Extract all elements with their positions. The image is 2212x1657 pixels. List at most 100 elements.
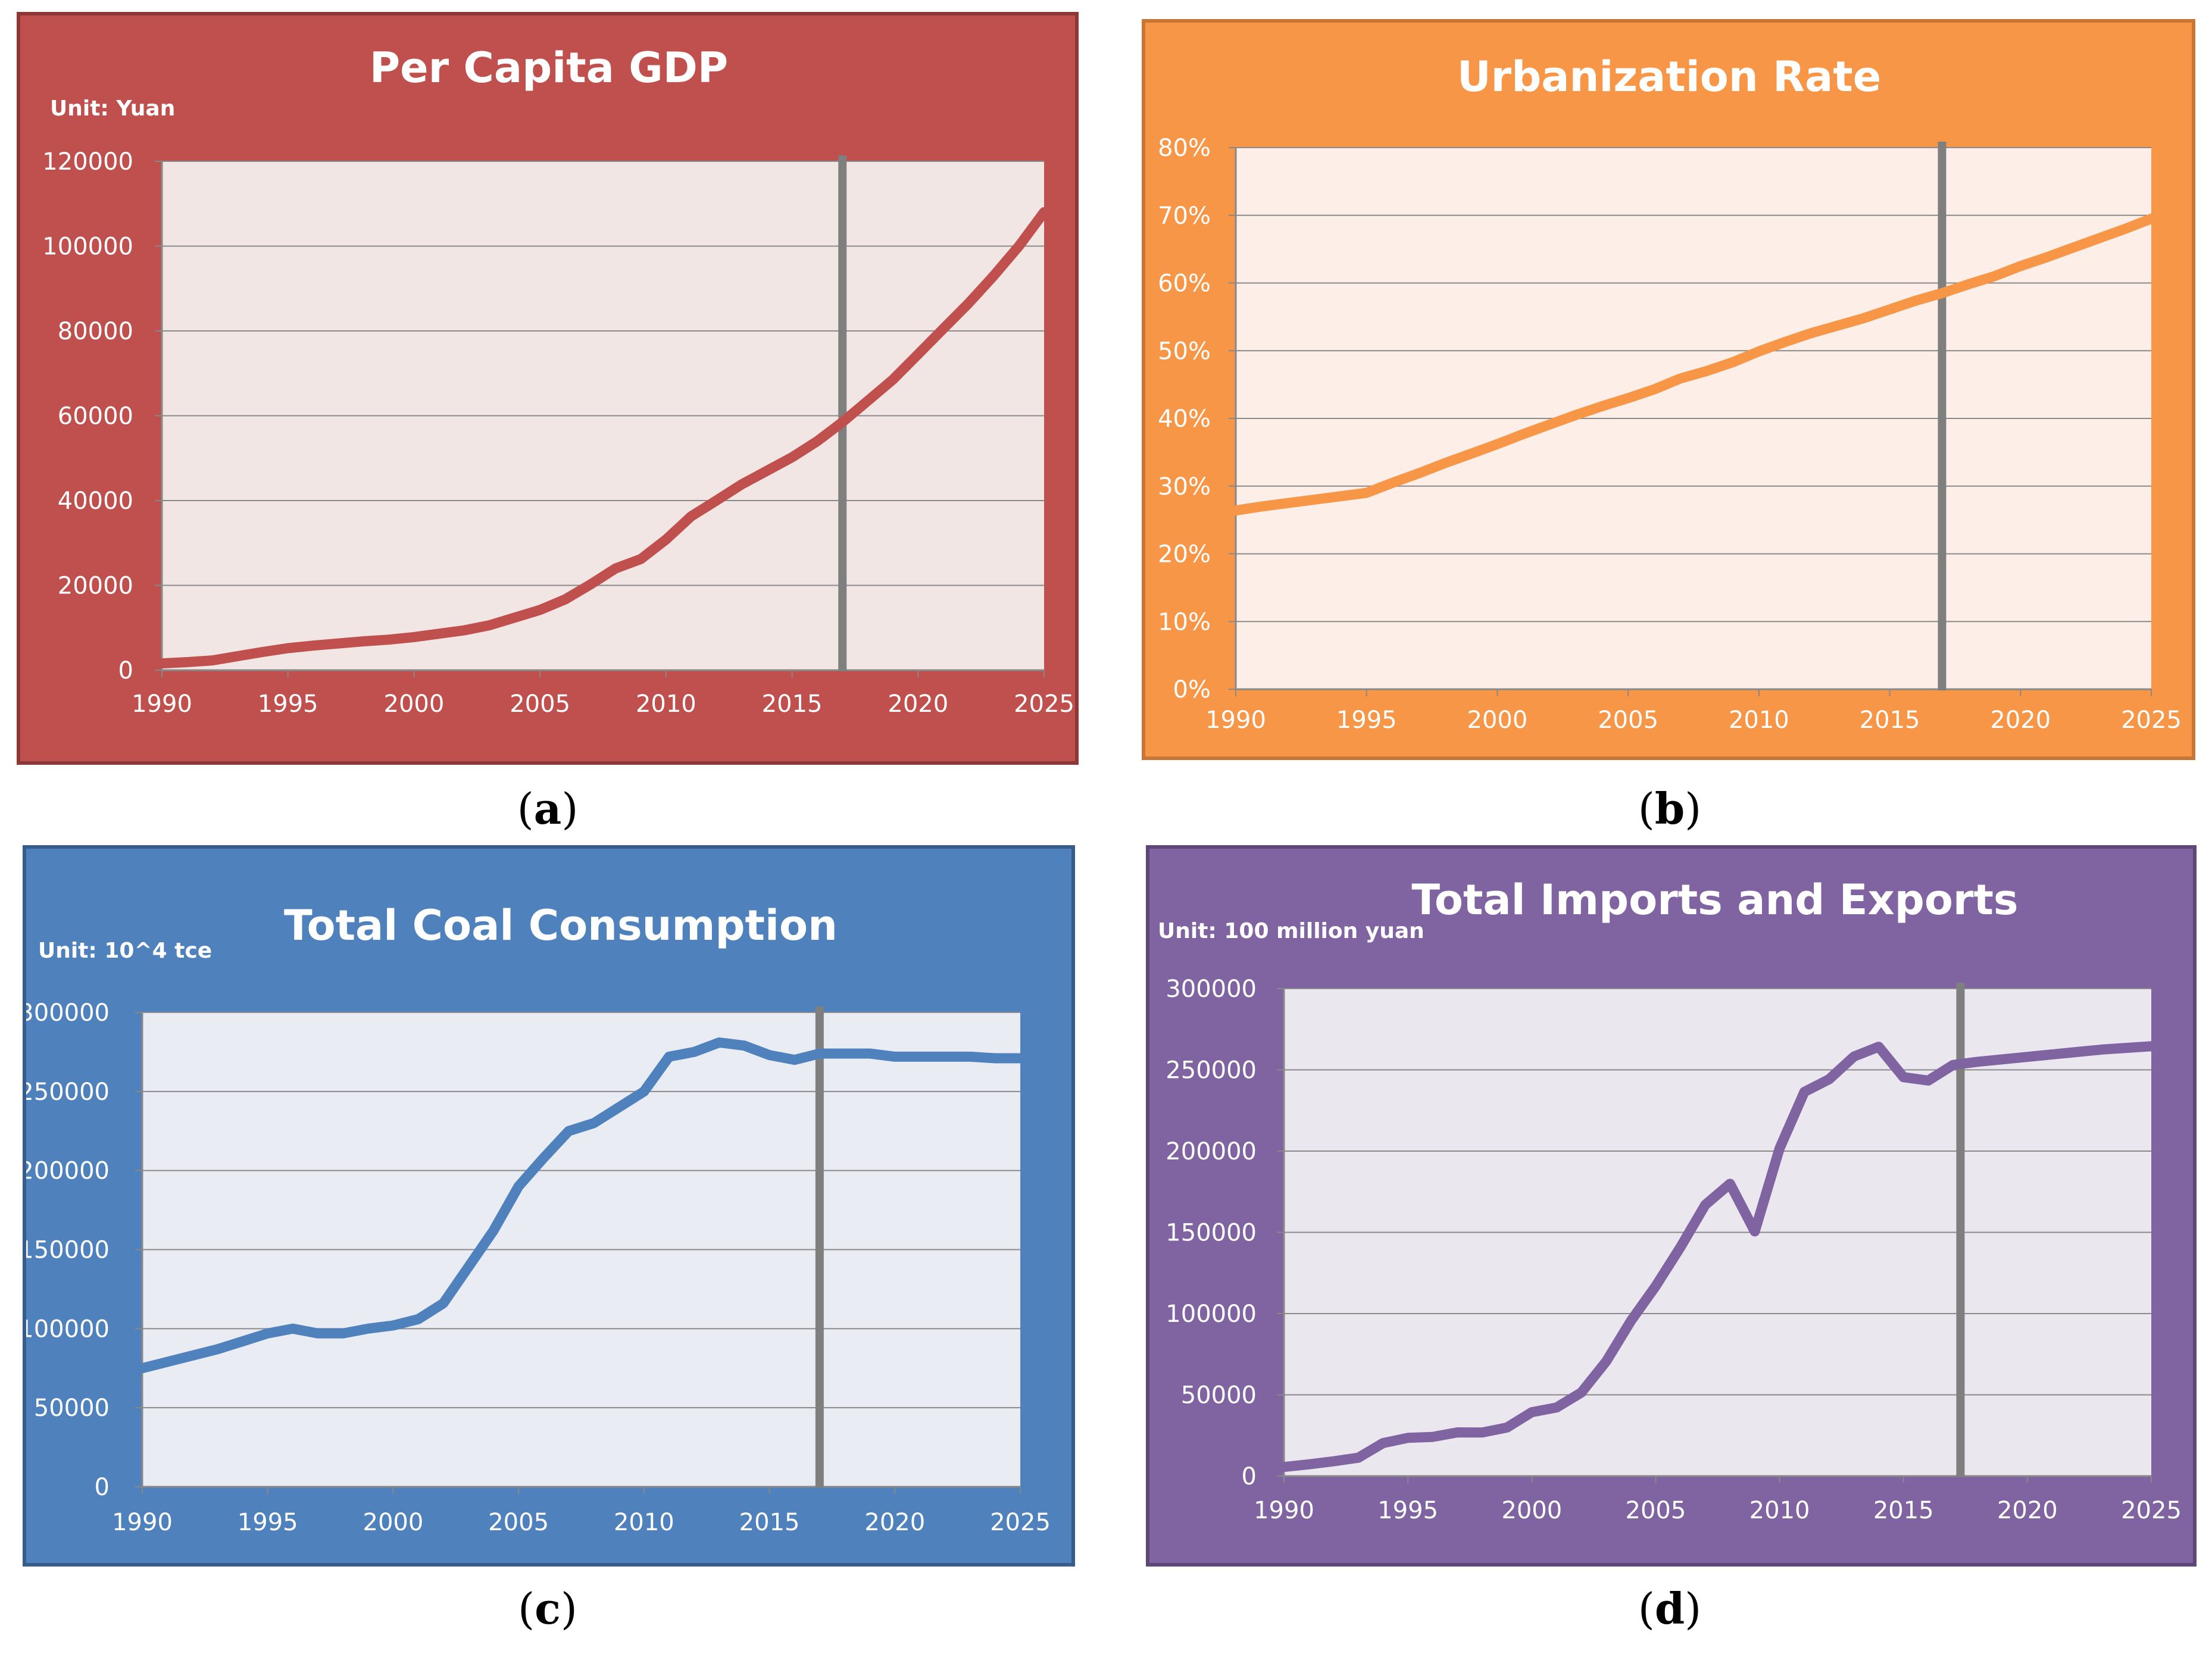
data-point	[514, 617, 515, 618]
y-tick-label: 0	[118, 657, 133, 684]
data-point	[693, 1051, 695, 1052]
panel-urbanization-rate: Urbanization Rate 0% 10% 20% 30% 40% 50% 60% 70%…	[1142, 19, 2195, 760]
data-point	[1654, 389, 1655, 390]
x-tick-label: 2000	[384, 690, 445, 718]
x-tick-label: 2005	[1626, 1497, 1686, 1524]
data-point	[2101, 1049, 2102, 1050]
data-point	[2027, 1056, 2028, 1058]
data-point	[919, 1056, 920, 1057]
data-point	[1605, 1361, 1607, 1362]
data-point	[1804, 1092, 1805, 1093]
data-point	[943, 328, 944, 329]
y-tick-label: 0%	[1173, 676, 1211, 704]
x-tick-label: 2010	[1729, 706, 1789, 734]
data-point	[1358, 1457, 1359, 1458]
x-tick-label: 2005	[510, 690, 570, 718]
data-point	[1575, 414, 1576, 415]
data-point	[2072, 247, 2073, 248]
x-tick-label: 2015	[1873, 1497, 1934, 1524]
data-point	[1785, 342, 1786, 343]
data-point	[468, 1267, 469, 1268]
y-tick-label: 100000	[26, 1315, 110, 1343]
data-point	[1758, 351, 1760, 352]
data-point	[894, 1056, 895, 1057]
x-tick-label: 1995	[1377, 1497, 1438, 1524]
y-tick-label: 30%	[1158, 473, 1211, 501]
series-line-total-imports-and-exports	[1279, 1041, 2157, 1472]
data-point	[1549, 424, 1550, 425]
data-point	[1531, 1412, 1532, 1413]
y-tick-label: 80000	[58, 318, 133, 345]
data-point	[1482, 1432, 1483, 1433]
data-point	[668, 1056, 670, 1057]
data-point	[518, 1186, 519, 1187]
data-point	[2002, 1059, 2003, 1060]
data-point	[993, 275, 994, 276]
data-point	[643, 1091, 645, 1092]
data-point	[192, 1355, 193, 1356]
data-point	[1680, 1246, 1681, 1248]
data-point	[262, 651, 263, 652]
x-tick-label: 1995	[258, 690, 318, 718]
data-point	[267, 1333, 268, 1334]
data-point	[464, 630, 465, 631]
data-point	[2151, 1046, 2152, 1047]
x-tick-label: 2005	[1598, 706, 1658, 734]
data-point	[1366, 492, 1367, 493]
data-point	[2124, 229, 2126, 230]
data-point	[1601, 406, 1602, 407]
x-tick-label: 2025	[2121, 1497, 2182, 1524]
data-point	[1837, 325, 1838, 326]
panel-total-imports-and-exports: Total Imports and Exports Unit: 100 milli…	[1146, 845, 2197, 1567]
data-point	[167, 1361, 168, 1362]
chart-per-capita-gdp: Per Capita GDP Unit: Yuan 0 20000 40000 60000…	[42, 43, 1074, 718]
data-point	[367, 1328, 368, 1329]
data-point	[161, 663, 163, 664]
data-point	[539, 609, 540, 611]
y-tick-label: 200000	[1166, 1138, 1257, 1165]
data-point	[1706, 370, 1707, 371]
data-point	[968, 303, 969, 304]
x-tick-label: 2025	[2121, 706, 2182, 734]
data-point	[2052, 1054, 2053, 1055]
data-point	[1340, 496, 1341, 497]
y-tick-label: 200000	[26, 1158, 110, 1185]
y-tick-label: 250000	[26, 1078, 110, 1106]
data-point	[1811, 333, 1812, 334]
data-point	[741, 484, 742, 485]
data-point	[794, 1059, 795, 1061]
x-tick-label: 2000	[1501, 1497, 1562, 1524]
data-point	[842, 421, 843, 423]
data-point	[666, 539, 667, 540]
x-tick-label: 2025	[990, 1509, 1051, 1536]
unit-label: Unit: 10^4 tce	[38, 939, 212, 963]
data-point	[242, 1341, 243, 1342]
x-tick-label: 2015	[762, 690, 823, 718]
data-point	[743, 1045, 745, 1046]
data-point	[1432, 1436, 1433, 1437]
caption-d: (d)	[1638, 1583, 1702, 1634]
data-point	[867, 401, 868, 402]
unit-label: Unit: Yuan	[50, 96, 175, 121]
data-point	[817, 440, 818, 442]
data-point	[418, 1318, 419, 1320]
x-tick-label: 2005	[488, 1509, 549, 1536]
data-point	[869, 1053, 870, 1054]
data-point	[1655, 1286, 1656, 1287]
caption-c: (c)	[517, 1583, 578, 1634]
data-point	[2098, 237, 2099, 239]
series-line-urbanization-rate	[1230, 213, 2157, 516]
data-point	[766, 470, 767, 471]
y-tick-label: 50000	[1181, 1382, 1257, 1409]
data-point	[1507, 1427, 1508, 1428]
panel-per-capita-gdp: Per Capita GDP Unit: Yuan 0 20000 40000 60000…	[17, 12, 1079, 765]
data-point	[543, 1157, 544, 1158]
data-point	[186, 662, 188, 663]
data-point	[237, 656, 238, 657]
data-point	[313, 645, 314, 646]
data-point	[1261, 506, 1263, 507]
data-point	[1283, 1467, 1285, 1468]
data-point	[1419, 473, 1420, 474]
data-point	[593, 1123, 595, 1124]
data-point	[1392, 482, 1394, 483]
